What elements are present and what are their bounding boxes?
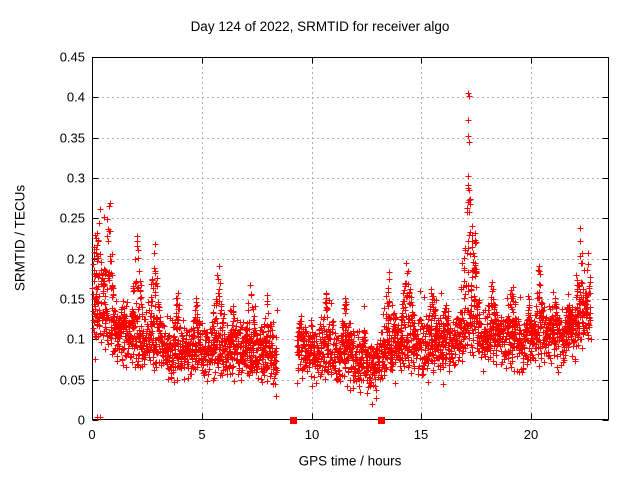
y-tick-label: 0.35 — [60, 131, 85, 146]
y-tick-label: 0.45 — [60, 50, 85, 65]
y-tick-label: 0.2 — [67, 252, 85, 267]
y-tick-label: 0.1 — [67, 332, 85, 347]
y-tick-label: 0.3 — [67, 171, 85, 186]
y-tick-label: 0.15 — [60, 292, 85, 307]
x-tick-label: 15 — [414, 427, 428, 442]
x-axis-label: GPS time / hours — [298, 453, 402, 469]
y-tick-label: 0.05 — [60, 373, 85, 388]
x-tick-label: 0 — [88, 427, 95, 442]
x-tick-label: 20 — [524, 427, 538, 442]
x-tick-label: 5 — [198, 427, 205, 442]
y-tick-label: 0.25 — [60, 211, 85, 226]
gap-marker-square — [290, 417, 297, 424]
grid-lines — [92, 57, 609, 420]
y-tick-label: 0 — [78, 413, 85, 428]
chart-title: Day 124 of 2022, SRMTID for receiver alg… — [190, 19, 450, 34]
gap-marker-square — [378, 417, 385, 424]
x-tick-label: 10 — [305, 427, 319, 442]
data-points — [89, 90, 595, 421]
y-tick-label: 0.4 — [67, 90, 85, 105]
